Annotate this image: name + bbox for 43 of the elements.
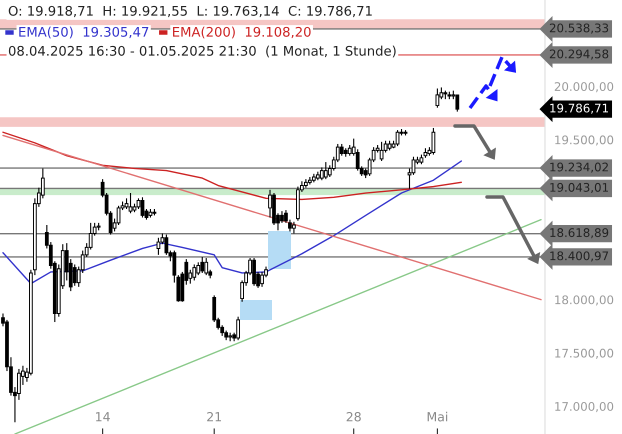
candlestick <box>388 140 392 151</box>
candlestick <box>340 143 344 156</box>
x-tick-label: 28 <box>346 412 361 422</box>
candlestick <box>348 144 352 156</box>
line-series <box>2 160 462 284</box>
legend-label: EMA(200) 19.108,20 <box>173 26 311 38</box>
ref-line-label: 20.294,58 <box>550 49 608 60</box>
y-tick-label: 17.500,00 <box>555 348 614 359</box>
x-tick-label: Mai <box>428 412 448 422</box>
text: 08.04.2025 16:30 - 01.05.2025 21:30 (1 Monat, 1 Stunde) <box>8 46 396 58</box>
ref-line-label: 19.234,02 <box>550 162 608 173</box>
candlestick <box>280 210 284 224</box>
candlestick <box>455 94 460 112</box>
candlestick <box>128 192 132 214</box>
y-tick-label: 18.000,00 <box>555 295 614 306</box>
candlestick <box>236 316 240 341</box>
candlestick <box>192 264 196 281</box>
candlestick <box>432 127 436 156</box>
candlestick <box>252 258 256 286</box>
x-tick-label: 21 <box>207 412 222 422</box>
y-tick-label: 17.000,00 <box>555 402 614 412</box>
candlestick <box>324 162 328 180</box>
candlestick <box>72 264 77 286</box>
candlestick <box>140 196 144 218</box>
y-tick-label: 20.000,00 <box>554 82 614 92</box>
y-tick-label: 19.500,00 <box>555 135 614 146</box>
ref-line-label: 20.538,33 <box>550 23 608 34</box>
ref-line-label: 18.400,97 <box>550 251 608 262</box>
candlestick <box>380 141 384 162</box>
candlestick <box>200 256 204 274</box>
candlestick <box>396 130 400 147</box>
candlestick <box>436 88 440 108</box>
candlestick <box>292 221 296 234</box>
ref-line-label: 19.043,01 <box>550 182 608 194</box>
chart-title: O: 19.918,71 H: 19.921,55 L: 19.763,14 C: 19.786,71 <box>8 6 372 18</box>
ref-line-label: 18.618,89 <box>550 228 608 238</box>
text: 19.786,71 <box>550 104 608 114</box>
candlestick <box>156 237 160 256</box>
candlestick <box>204 258 208 276</box>
line-series <box>2 132 462 200</box>
candlestick <box>224 330 228 341</box>
x-tick-label: 14 <box>96 412 110 422</box>
legend-label: EMA(50) 19.305,47 <box>19 26 148 38</box>
